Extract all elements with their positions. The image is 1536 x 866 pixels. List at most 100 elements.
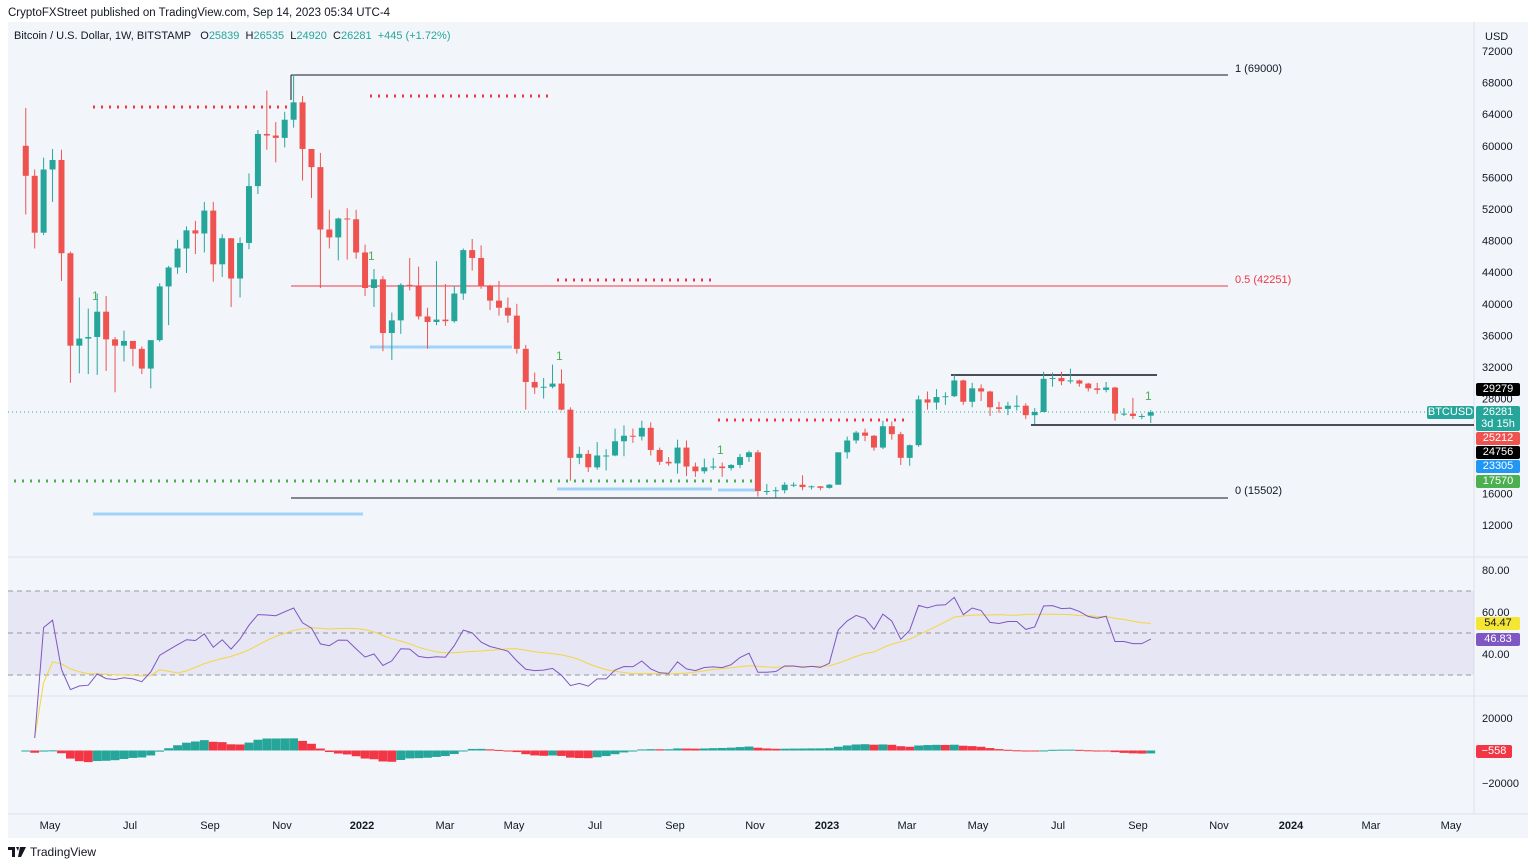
candle[interactable] bbox=[817, 486, 824, 491]
candle[interactable] bbox=[915, 395, 922, 447]
candle[interactable] bbox=[728, 464, 735, 471]
candle[interactable] bbox=[299, 96, 306, 181]
candle[interactable] bbox=[978, 384, 985, 401]
candle[interactable] bbox=[1013, 395, 1020, 411]
candle[interactable] bbox=[103, 295, 110, 371]
candle[interactable] bbox=[612, 428, 619, 457]
symbol-legend[interactable]: Bitcoin / U.S. Dollar, 1W, BITSTAMP O258… bbox=[14, 30, 451, 42]
candle[interactable] bbox=[513, 303, 520, 354]
candle[interactable] bbox=[1031, 408, 1038, 424]
candle[interactable] bbox=[379, 276, 386, 352]
candle[interactable] bbox=[245, 173, 252, 250]
candle[interactable] bbox=[129, 340, 136, 367]
candle[interactable] bbox=[987, 390, 994, 416]
candle[interactable] bbox=[335, 217, 342, 261]
candle[interactable] bbox=[254, 130, 261, 194]
candle[interactable] bbox=[853, 430, 860, 444]
candle[interactable] bbox=[1120, 408, 1127, 416]
candle[interactable] bbox=[799, 475, 806, 491]
candle[interactable] bbox=[1112, 386, 1119, 421]
candle[interactable] bbox=[1067, 368, 1074, 384]
candle[interactable] bbox=[772, 487, 779, 498]
candle[interactable] bbox=[692, 462, 699, 477]
candle[interactable] bbox=[656, 447, 663, 465]
candle[interactable] bbox=[406, 257, 413, 291]
candle[interactable] bbox=[754, 449, 761, 497]
candle[interactable] bbox=[272, 122, 279, 163]
candle[interactable] bbox=[719, 462, 726, 477]
candle[interactable] bbox=[826, 483, 833, 489]
candle[interactable] bbox=[138, 346, 145, 375]
candle[interactable] bbox=[1103, 382, 1110, 393]
candle[interactable] bbox=[353, 209, 360, 259]
candle[interactable] bbox=[629, 428, 636, 443]
candle[interactable] bbox=[317, 152, 324, 288]
candle[interactable] bbox=[558, 369, 565, 411]
candle[interactable] bbox=[415, 266, 422, 320]
candle[interactable] bbox=[522, 344, 529, 410]
candle[interactable] bbox=[219, 234, 226, 277]
candle[interactable] bbox=[165, 265, 172, 326]
candle[interactable] bbox=[549, 364, 556, 389]
candle[interactable] bbox=[22, 107, 29, 215]
candle[interactable] bbox=[487, 284, 494, 311]
candle[interactable] bbox=[844, 436, 851, 459]
candle[interactable] bbox=[397, 283, 404, 334]
candle[interactable] bbox=[620, 425, 627, 457]
currency-label[interactable]: USD bbox=[1485, 31, 1508, 43]
candle[interactable] bbox=[31, 169, 38, 249]
candle[interactable] bbox=[183, 226, 190, 273]
candle[interactable] bbox=[85, 308, 92, 375]
candle[interactable] bbox=[995, 401, 1002, 413]
candle[interactable] bbox=[540, 378, 547, 399]
candle[interactable] bbox=[281, 111, 288, 148]
candle[interactable] bbox=[156, 283, 163, 342]
candle[interactable] bbox=[76, 297, 83, 374]
candle[interactable] bbox=[924, 391, 931, 410]
candle[interactable] bbox=[897, 431, 904, 465]
candle[interactable] bbox=[835, 452, 842, 485]
candle[interactable] bbox=[960, 379, 967, 405]
candle[interactable] bbox=[594, 442, 601, 470]
candle[interactable] bbox=[263, 90, 270, 150]
candle[interactable] bbox=[40, 157, 47, 236]
candle[interactable] bbox=[210, 201, 217, 282]
candle[interactable] bbox=[638, 420, 645, 441]
candle[interactable] bbox=[460, 248, 467, 300]
candle[interactable] bbox=[424, 307, 431, 349]
candle[interactable] bbox=[1022, 403, 1029, 420]
candle[interactable] bbox=[710, 457, 717, 470]
candle[interactable] bbox=[112, 336, 119, 393]
chart-frame[interactable] bbox=[8, 22, 1528, 838]
candle[interactable] bbox=[201, 201, 208, 253]
candle[interactable] bbox=[362, 244, 369, 296]
candle[interactable] bbox=[906, 444, 913, 466]
candle[interactable] bbox=[701, 458, 708, 474]
candle[interactable] bbox=[888, 421, 895, 440]
candle[interactable] bbox=[67, 251, 74, 383]
candle[interactable] bbox=[781, 482, 788, 494]
candle[interactable] bbox=[1004, 401, 1011, 416]
candle[interactable] bbox=[862, 428, 869, 442]
candle[interactable] bbox=[647, 422, 654, 456]
candle[interactable] bbox=[147, 340, 154, 389]
candle[interactable] bbox=[870, 434, 877, 451]
candle[interactable] bbox=[1147, 410, 1154, 423]
candle[interactable] bbox=[969, 382, 976, 408]
candle[interactable] bbox=[326, 209, 333, 249]
candle[interactable] bbox=[674, 439, 681, 474]
candle[interactable] bbox=[49, 148, 56, 202]
candle[interactable] bbox=[228, 238, 235, 307]
candle[interactable] bbox=[478, 245, 485, 289]
candle[interactable] bbox=[237, 237, 244, 298]
candle[interactable] bbox=[451, 285, 458, 323]
candle[interactable] bbox=[174, 239, 181, 274]
candle[interactable] bbox=[585, 449, 592, 473]
candle[interactable] bbox=[469, 239, 476, 271]
candle[interactable] bbox=[737, 453, 744, 469]
candle[interactable] bbox=[942, 392, 949, 405]
rsi-line[interactable] bbox=[34, 596, 1152, 739]
candle[interactable] bbox=[495, 280, 502, 316]
candle[interactable] bbox=[951, 374, 958, 398]
